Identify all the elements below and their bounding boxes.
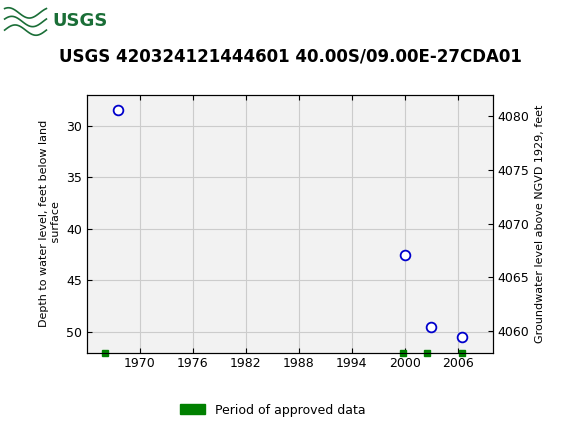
Bar [3, 3, 130, 40]
Text: USGS 420324121444601 40.00S/09.00E-27CDA01: USGS 420324121444601 40.00S/09.00E-27CDA… [59, 47, 521, 65]
Y-axis label: Depth to water level, feet below land
 surface: Depth to water level, feet below land su… [39, 120, 60, 327]
Y-axis label: Groundwater level above NGVD 1929, feet: Groundwater level above NGVD 1929, feet [535, 104, 545, 343]
Text: USGS: USGS [52, 12, 107, 31]
Legend: Period of approved data: Period of approved data [175, 399, 371, 421]
